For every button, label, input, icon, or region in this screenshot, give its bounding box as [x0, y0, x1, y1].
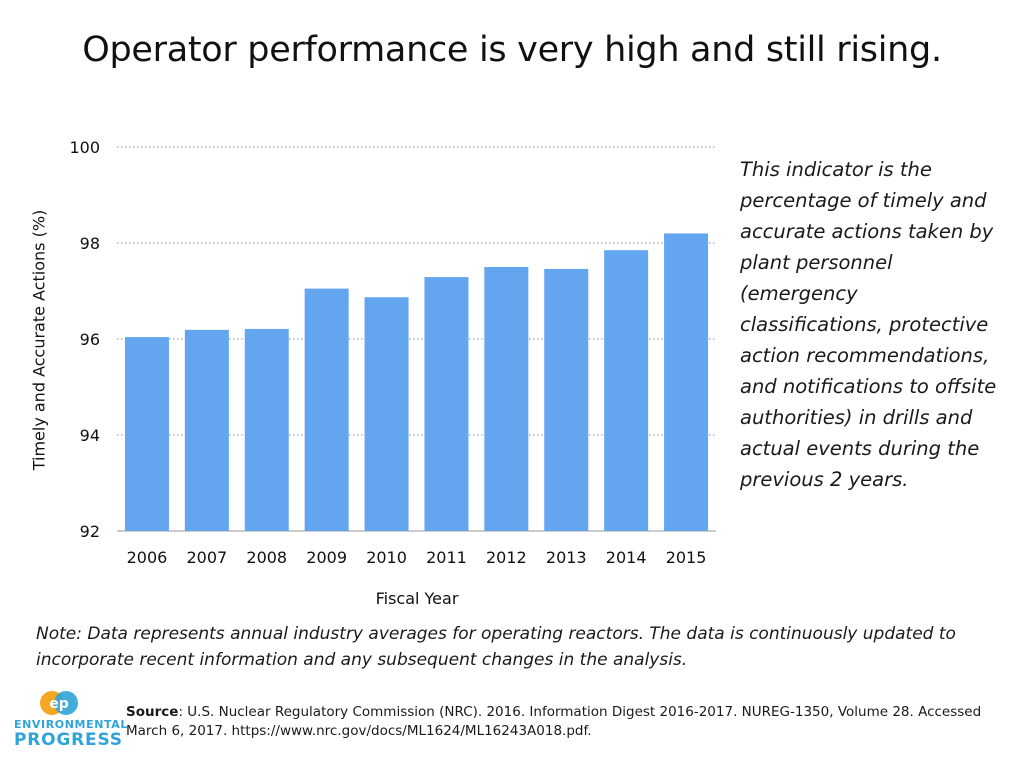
bar-2013	[544, 268, 589, 531]
y-tick-label: 92	[80, 522, 100, 541]
y-axis-title: Timely and Accurate Actions (%)	[29, 209, 49, 471]
x-tick-label-2010: 2010	[366, 548, 407, 567]
bar-2008	[244, 328, 289, 531]
bar-2015	[664, 233, 709, 531]
x-tick-label-2007: 2007	[186, 548, 227, 567]
bars	[124, 233, 709, 531]
y-tick-label: 94	[80, 426, 100, 445]
bar-2011	[424, 277, 469, 531]
indicator-description: This indicator is the percentage of time…	[740, 158, 997, 491]
logo-mark-letters: ep	[49, 696, 69, 712]
bar-2007	[184, 329, 229, 531]
x-tick-label-2011: 2011	[426, 548, 467, 567]
x-tick-label-2012: 2012	[486, 548, 527, 567]
bar-2014	[604, 250, 649, 531]
page-title: Operator performance is very high and st…	[82, 30, 942, 70]
source-label: Source	[126, 704, 179, 720]
logo-text-environmental: ENVIRONMENTAL	[14, 718, 128, 731]
y-axis-title-container: Timely and Accurate Actions (%)	[26, 140, 52, 490]
logo-text-progress: PROGRESS	[14, 730, 123, 750]
data-note: Note: Data represents annual industry av…	[36, 624, 956, 670]
y-tick-label: 98	[80, 234, 100, 253]
x-tick-label-2015: 2015	[666, 548, 707, 567]
x-tick-label-2013: 2013	[546, 548, 587, 567]
bar-2010	[364, 297, 409, 531]
x-tick-label-2009: 2009	[306, 548, 347, 567]
logo-mark-icon: ep	[40, 691, 78, 715]
environmental-progress-logo: ep ENVIRONMENTAL PROGRESS	[14, 690, 128, 754]
bar-2009	[304, 288, 349, 531]
y-tick-label: 100	[69, 138, 100, 157]
x-tick-label-2006: 2006	[127, 548, 168, 567]
x-tick-label-2008: 2008	[246, 548, 287, 567]
x-axis-title: Fiscal Year	[375, 589, 459, 608]
y-axis-ticks: 92 94 96 98 100	[69, 138, 100, 541]
x-tick-label-2014: 2014	[606, 548, 647, 567]
source-text: : U.S. Nuclear Regulatory Commission (NR…	[126, 704, 982, 739]
y-tick-label: 96	[80, 330, 100, 349]
source-citation: Source: U.S. Nuclear Regulatory Commissi…	[126, 703, 986, 741]
bar-2012	[484, 267, 529, 531]
x-axis-ticks: 2006 2007 2008 2009 2010 2011 2012 2013 2014 2015	[127, 548, 707, 567]
bar-2006	[124, 337, 169, 531]
